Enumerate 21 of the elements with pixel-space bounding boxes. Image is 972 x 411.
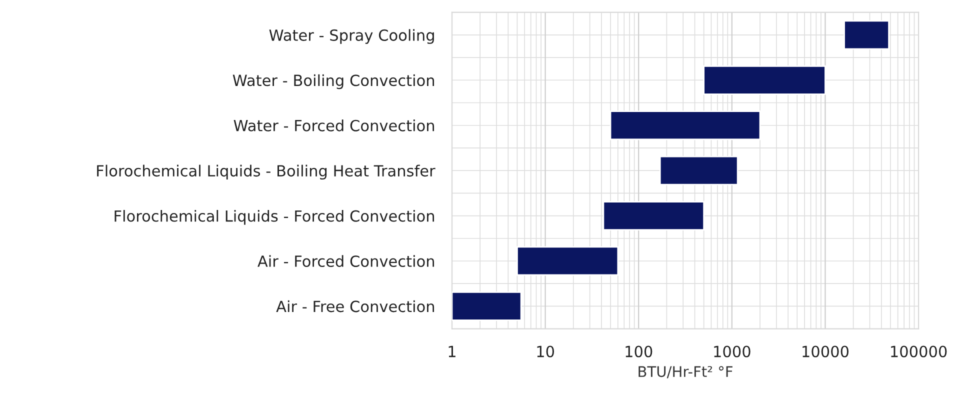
x-tick-label: 100 (626, 346, 652, 358)
bar (703, 65, 826, 95)
bar (844, 20, 890, 50)
x-tick-label: 10 (537, 346, 554, 358)
y-tick-label: Water - Spray Cooling (269, 29, 434, 44)
y-tick-label: Florochemical Liquids - Boiling Heat Transfer (97, 164, 436, 180)
bar (452, 291, 522, 321)
y-tick-label: Florochemical Liquids - Forced Convection (114, 210, 434, 225)
x-tick-label: 1000 (714, 346, 750, 358)
x-tick-label: 10000 (802, 346, 849, 358)
x-tick-label: 100000 (891, 346, 947, 358)
y-tick-label: Water - Forced Convection (234, 120, 434, 132)
x-tick-label: 1 (448, 346, 456, 358)
bar (602, 201, 705, 230)
y-tick-label: Water - Boiling Convection (232, 74, 434, 90)
y-tick-label: Air - Forced Convection (258, 255, 434, 268)
bar (659, 156, 738, 186)
x-axis-title: BTU/Hr-Ft² °F (638, 366, 732, 378)
bar (516, 246, 619, 276)
bar (610, 110, 761, 140)
y-tick-label: Air - Free Convection (276, 300, 434, 312)
